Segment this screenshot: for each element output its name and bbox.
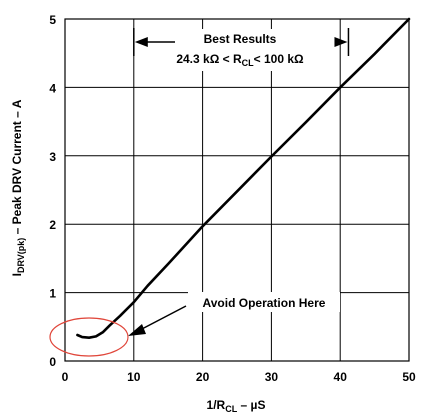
- best-range-left-arrowhead: [134, 37, 148, 47]
- avoid-operation-arrow: [139, 305, 187, 331]
- best-results-annotation: Best Results 24.3 kΩ < RCL< 100 kΩ: [133, 28, 350, 71]
- y-tick-label: 5: [49, 13, 56, 27]
- best-range-right-arrowhead: [334, 37, 348, 47]
- x-tick-label: 50: [402, 370, 416, 384]
- avoid-region-ellipse: [49, 317, 129, 357]
- avoid-operation-label: Avoid Operation Here: [203, 296, 326, 310]
- avoid-operation-arrowhead: [128, 324, 146, 336]
- y-tick-label: 1: [49, 287, 56, 301]
- x-tick-label: 20: [196, 370, 210, 384]
- x-tick-label: 40: [334, 370, 348, 384]
- y-tick-labels: 0 1 2 3 4 5: [49, 13, 56, 369]
- plot-frame: [64, 18, 410, 362]
- y-tick-label: 4: [49, 81, 56, 95]
- y-axis-label: IDRV(pk) – Peak DRV Current – A: [10, 99, 26, 276]
- x-tick-label: 10: [127, 370, 141, 384]
- x-tick-label: 0: [62, 370, 69, 384]
- x-axis-label: 1/RCL – µS: [207, 398, 266, 414]
- y-tick-label: 0: [49, 355, 56, 369]
- x-tick-label: 30: [265, 370, 279, 384]
- series-line: [76, 17, 411, 339]
- x-tick-labels: 0 10 20 30 40 50: [62, 370, 416, 384]
- best-results-title: Best Results: [204, 32, 277, 46]
- y-tick-label: 2: [49, 218, 56, 232]
- y-tick-label: 3: [49, 150, 56, 164]
- avoid-operation-annotation: Avoid Operation Here: [49, 292, 340, 357]
- best-results-range: 24.3 kΩ < RCL< 100 kΩ: [176, 52, 304, 68]
